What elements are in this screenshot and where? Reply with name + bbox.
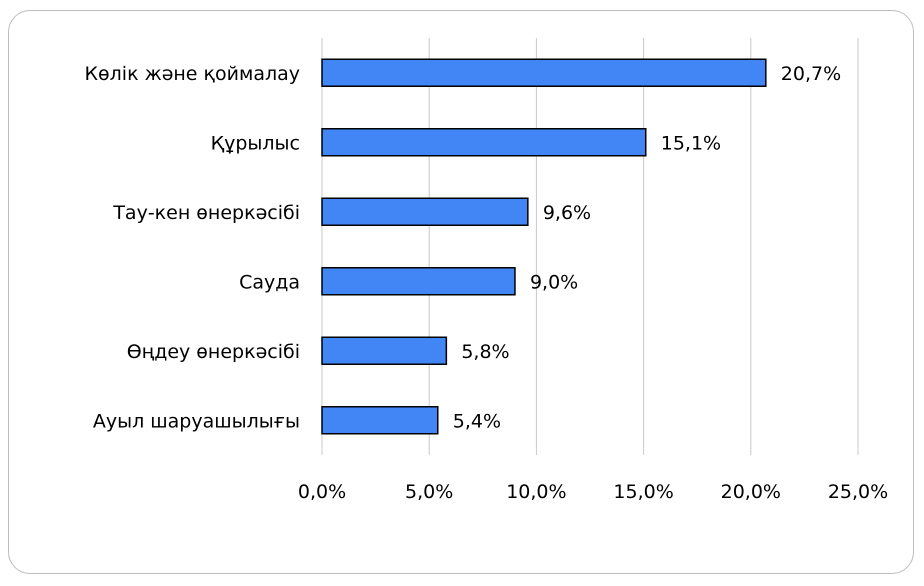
x-tick-label: 0,0% <box>298 481 346 503</box>
data-label: 9,6% <box>543 202 591 224</box>
value-labels: 20,7% 15,1% 9,6% 9,0% 5,8% 5,4% <box>453 63 841 433</box>
data-label: 20,7% <box>781 63 841 85</box>
gridlines <box>321 38 859 455</box>
category-label: Тау-кен өнеркәсібі <box>112 202 300 224</box>
data-label: 5,4% <box>453 410 501 432</box>
category-labels: Көлік және қоймалау Құрылыс Тау-кен өнеркә… <box>85 63 300 433</box>
bar <box>321 267 516 296</box>
bar <box>321 128 647 157</box>
category-label: Көлік және қоймалау <box>85 63 300 85</box>
data-label: 15,1% <box>661 132 721 154</box>
data-label: 9,0% <box>530 271 578 293</box>
bar <box>321 406 439 435</box>
category-label: Сауда <box>239 271 300 293</box>
x-tick-label: 20,0% <box>721 481 781 503</box>
x-tick-label: 10,0% <box>506 481 566 503</box>
x-tick-label: 15,0% <box>613 481 673 503</box>
category-label: Өңдеу өнеркәсібі <box>127 341 300 363</box>
bars <box>321 58 767 435</box>
x-tick-label: 25,0% <box>828 481 888 503</box>
category-label: Ауыл шаруашылығы <box>93 410 300 432</box>
x-tick-labels: 0,0% 5,0% 10,0% 15,0% 20,0% 25,0% <box>298 481 888 503</box>
x-tick-label: 5,0% <box>405 481 453 503</box>
category-label: Құрылыс <box>211 132 300 154</box>
bar <box>321 336 448 365</box>
data-label: 5,8% <box>461 341 509 363</box>
bar <box>321 58 767 87</box>
bar <box>321 197 529 226</box>
